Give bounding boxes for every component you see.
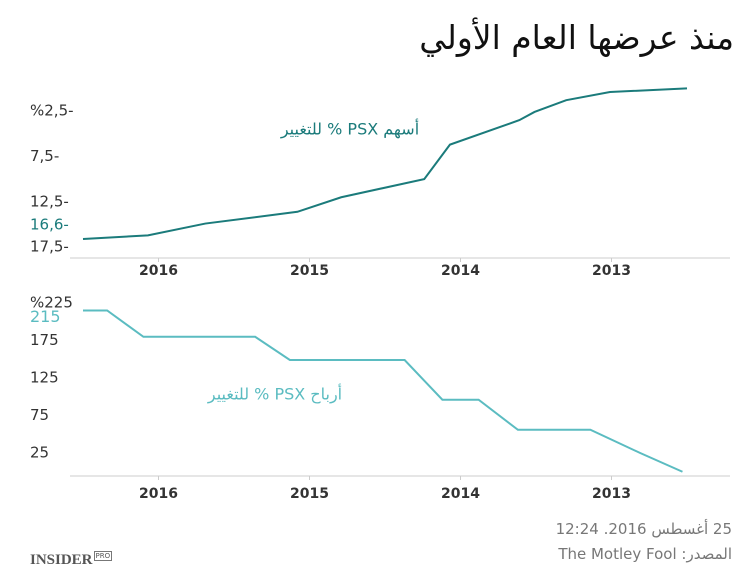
y-tick-label: 17,5- — [30, 238, 69, 256]
logo: INSIDER PRO — [30, 551, 113, 569]
logo-name: INSIDER — [30, 552, 93, 568]
y-tick-label: 75 — [30, 406, 49, 424]
x-tick-label: 2016 — [139, 486, 178, 502]
x-tick-label: 2014 — [441, 263, 480, 279]
date: 25 أغسطس 2016. 12:24 — [555, 520, 732, 538]
title: منذ عرضها العام الأولي — [419, 18, 734, 57]
y-tick-label: 125 — [30, 369, 59, 387]
y-tick-label: %225 — [30, 294, 73, 312]
x-tick-label: 2015 — [290, 486, 329, 502]
y-tick-label: 7,5- — [30, 147, 59, 165]
line — [83, 309, 683, 473]
source: المصدر: The Motley Fool — [558, 545, 732, 563]
line — [82, 87, 688, 240]
y-tick-label: 25 — [30, 444, 49, 462]
y-tick-label: %2,5- — [30, 102, 74, 120]
x-tick-label: 2013 — [592, 486, 631, 502]
annotation: أسهم PSX % للتغيير — [280, 119, 419, 140]
x-tick-label: 2013 — [592, 263, 631, 279]
value-label: 16,6- — [30, 215, 69, 233]
x-tick-label: 2014 — [441, 486, 480, 502]
value-label: 215 — [30, 307, 61, 326]
logo-tag: PRO — [93, 551, 113, 561]
y-tick-label: 12,5- — [30, 192, 69, 210]
annotation: أرباح PSX % للتغيير — [207, 384, 342, 405]
x-tick-label: 2015 — [290, 263, 329, 279]
y-tick-label: 175 — [30, 331, 59, 349]
x-tick-label: 2016 — [139, 263, 178, 279]
